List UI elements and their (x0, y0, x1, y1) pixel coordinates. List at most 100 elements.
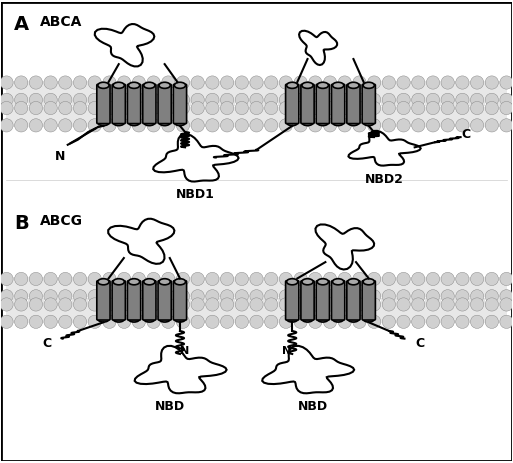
Circle shape (0, 290, 13, 303)
Ellipse shape (98, 82, 109, 88)
Circle shape (411, 315, 425, 328)
Ellipse shape (174, 82, 186, 88)
Circle shape (353, 272, 366, 286)
Circle shape (279, 315, 292, 328)
Circle shape (0, 298, 13, 311)
Ellipse shape (287, 316, 298, 322)
Circle shape (250, 76, 263, 89)
PathPatch shape (262, 346, 354, 393)
Circle shape (103, 298, 116, 311)
Circle shape (426, 93, 440, 106)
Circle shape (323, 101, 337, 115)
Circle shape (294, 298, 307, 311)
Circle shape (485, 298, 499, 311)
Circle shape (103, 101, 116, 115)
Circle shape (353, 298, 366, 311)
Ellipse shape (174, 316, 186, 322)
Circle shape (323, 119, 337, 132)
Circle shape (294, 290, 307, 303)
Circle shape (411, 76, 425, 89)
Circle shape (206, 93, 219, 106)
Circle shape (88, 76, 102, 89)
Circle shape (0, 93, 13, 106)
Circle shape (235, 298, 248, 311)
Circle shape (176, 272, 190, 286)
Circle shape (132, 119, 146, 132)
PathPatch shape (153, 134, 239, 181)
Circle shape (382, 76, 396, 89)
Circle shape (353, 290, 366, 303)
Circle shape (73, 298, 87, 311)
Circle shape (323, 298, 337, 311)
Ellipse shape (159, 119, 170, 125)
Ellipse shape (332, 119, 344, 125)
Circle shape (29, 93, 43, 106)
FancyBboxPatch shape (127, 84, 141, 124)
Circle shape (44, 272, 57, 286)
Circle shape (294, 315, 307, 328)
Ellipse shape (98, 279, 109, 285)
Circle shape (0, 76, 13, 89)
Ellipse shape (98, 119, 109, 125)
Circle shape (14, 93, 28, 106)
Circle shape (88, 272, 102, 286)
Ellipse shape (317, 316, 328, 322)
Circle shape (147, 298, 160, 311)
Circle shape (176, 298, 190, 311)
Circle shape (309, 76, 322, 89)
Circle shape (73, 101, 87, 115)
Circle shape (191, 272, 204, 286)
Circle shape (235, 272, 248, 286)
Circle shape (58, 93, 72, 106)
Ellipse shape (317, 82, 328, 88)
Circle shape (221, 119, 234, 132)
Circle shape (14, 119, 28, 132)
Ellipse shape (144, 82, 155, 88)
Circle shape (0, 101, 13, 115)
Circle shape (456, 119, 469, 132)
Circle shape (44, 119, 57, 132)
Circle shape (73, 119, 87, 132)
Circle shape (338, 93, 351, 106)
Ellipse shape (348, 82, 359, 88)
Circle shape (191, 298, 204, 311)
Circle shape (309, 119, 322, 132)
Circle shape (338, 298, 351, 311)
Circle shape (338, 315, 351, 328)
FancyBboxPatch shape (301, 281, 314, 320)
Circle shape (147, 272, 160, 286)
Circle shape (250, 315, 263, 328)
Circle shape (250, 119, 263, 132)
Circle shape (147, 93, 160, 106)
Circle shape (397, 119, 410, 132)
Circle shape (382, 93, 396, 106)
Ellipse shape (287, 119, 298, 125)
Circle shape (323, 290, 337, 303)
Ellipse shape (113, 119, 124, 125)
Circle shape (441, 315, 455, 328)
Circle shape (338, 101, 351, 115)
Circle shape (485, 101, 499, 115)
Circle shape (235, 101, 248, 115)
Circle shape (162, 298, 175, 311)
Circle shape (353, 119, 366, 132)
Circle shape (323, 76, 337, 89)
Circle shape (250, 272, 263, 286)
Circle shape (29, 101, 43, 115)
Circle shape (279, 101, 292, 115)
Circle shape (470, 315, 484, 328)
Circle shape (279, 119, 292, 132)
Circle shape (456, 76, 469, 89)
Circle shape (73, 272, 87, 286)
Text: NBD: NBD (298, 400, 328, 413)
Circle shape (294, 272, 307, 286)
Circle shape (397, 93, 410, 106)
Circle shape (29, 315, 43, 328)
Ellipse shape (159, 316, 170, 322)
Circle shape (500, 76, 513, 89)
Circle shape (353, 93, 366, 106)
Circle shape (279, 76, 292, 89)
FancyBboxPatch shape (97, 84, 110, 124)
Ellipse shape (332, 316, 344, 322)
Ellipse shape (302, 316, 313, 322)
